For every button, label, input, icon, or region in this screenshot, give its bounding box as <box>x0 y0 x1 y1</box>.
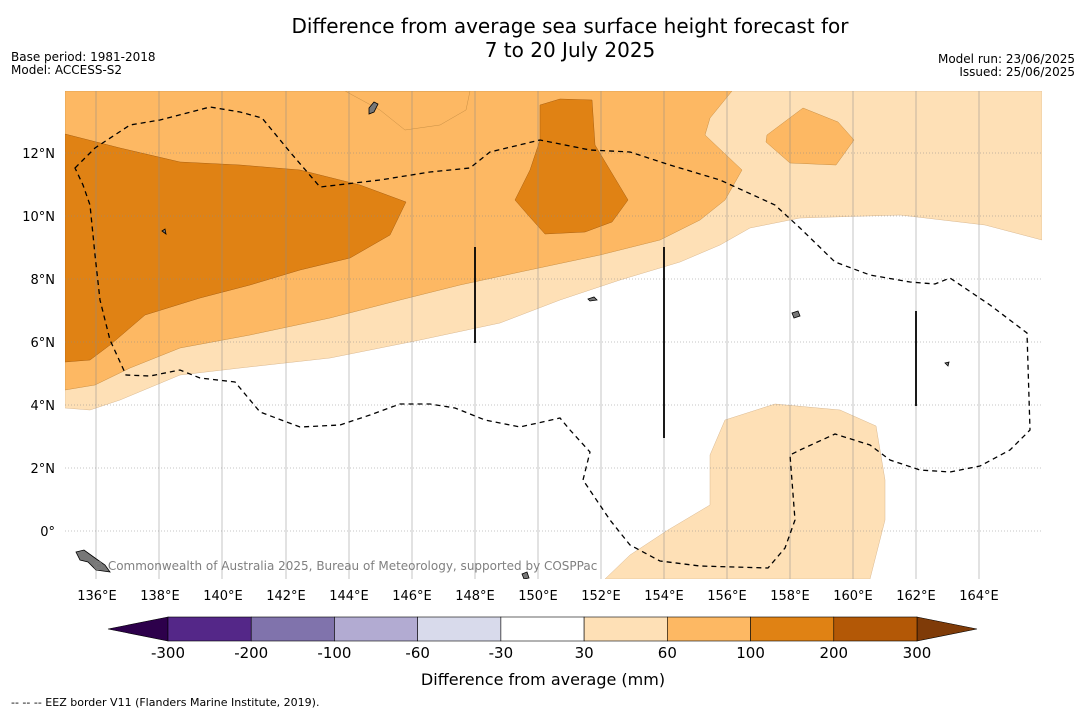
colorbar-tick-label: -100 <box>317 644 351 662</box>
model-run-text: Model run: 23/06/2025 <box>937 52 1075 66</box>
colorbar-tick-label: 100 <box>736 644 765 662</box>
lat-label-0: 0° <box>40 525 55 540</box>
colorbar-segment <box>500 616 585 642</box>
eez-border-palau-fsm <box>74 106 1031 569</box>
anomaly-patch-60-100 <box>765 107 855 166</box>
lat-label-4n: 4°N <box>31 399 56 414</box>
islands <box>75 101 950 579</box>
island-small-south <box>521 571 530 579</box>
colorbar-tick-label: 30 <box>575 644 594 662</box>
colorbar-segment <box>417 616 502 642</box>
lon-label-150e: 150°E <box>518 589 558 604</box>
lon-label-144e: 144°E <box>329 589 369 604</box>
lon-label-146e: 146°E <box>392 589 432 604</box>
latitude-gridlines <box>65 152 1042 532</box>
lat-label-6n: 6°N <box>31 336 56 351</box>
lat-label-8n: 8°N <box>31 273 56 288</box>
lat-label-2n: 2°N <box>31 462 56 477</box>
model-info: Base period: 1981-2018 Model: ACCESS-S2 <box>11 51 156 77</box>
anomaly-region-100-200-central <box>514 98 629 235</box>
map-gridlines <box>95 91 980 579</box>
issued-date-text: Issued: 25/06/2025 <box>959 65 1075 79</box>
boundary-lines <box>474 247 917 438</box>
lon-label-138e: 138°E <box>140 589 180 604</box>
lon-label-136e: 136°E <box>77 589 117 604</box>
colorbar-segment <box>583 616 668 642</box>
colorbar-over-arrow <box>916 616 978 642</box>
eez-footnote: -- -- -- EEZ border V11 (Flanders Marine… <box>11 696 320 709</box>
anomaly-region-100-200-west <box>65 133 407 363</box>
lon-label-154e: 154°E <box>644 589 684 604</box>
lon-label-142e: 142°E <box>266 589 306 604</box>
anomaly-region-30-60-south <box>604 403 886 579</box>
colorbar-segment <box>667 616 751 642</box>
colorbar-tick-label: -200 <box>234 644 268 662</box>
colorbar <box>107 616 978 642</box>
colorbar-tick-label: 300 <box>903 644 932 662</box>
lon-label-164e: 164°E <box>959 589 999 604</box>
latitude-labels: 0° 2°N 4°N 6°N 8°N 10°N 12°N <box>22 147 55 540</box>
map-title: Difference from average sea surface heig… <box>0 14 1085 62</box>
island-atoll-a <box>161 228 167 235</box>
lat-label-12n: 12°N <box>22 147 55 162</box>
island-yap <box>368 101 379 115</box>
colorbar-tick-labels: -300 -200 -100 -60 -30 30 60 100 200 300 <box>151 644 931 662</box>
colorbar-tick-label: -300 <box>151 644 185 662</box>
lon-label-148e: 148°E <box>455 589 495 604</box>
colorbar-segment <box>833 616 918 642</box>
colorbar-segment <box>334 616 418 642</box>
colorbar-tick-label: -60 <box>405 644 430 662</box>
lon-label-162e: 162°E <box>896 589 936 604</box>
colorbar-label: Difference from average (mm) <box>421 670 665 689</box>
lon-label-152e: 152°E <box>581 589 621 604</box>
title-line-2: 7 to 20 July 2025 <box>484 38 656 62</box>
lon-label-140e: 140°E <box>203 589 243 604</box>
lon-label-158e: 158°E <box>770 589 810 604</box>
lon-label-160e: 160°E <box>833 589 873 604</box>
eez-borders <box>74 106 1031 569</box>
island-kosrae <box>944 361 950 367</box>
colorbar-segment <box>750 616 835 642</box>
colorbar-tick-label: 60 <box>658 644 677 662</box>
island-pohnpei <box>791 310 801 319</box>
island-new-guinea-coast <box>75 549 111 573</box>
colorbar-tick-label: -30 <box>489 644 514 662</box>
title-line-1: Difference from average sea surface heig… <box>291 14 849 38</box>
lat-label-10n: 10°N <box>22 210 55 225</box>
colorbar-tick-label: 200 <box>819 644 848 662</box>
copyright-text: © Commonwealth of Australia 2025, Bureau… <box>92 559 597 573</box>
colorbar-under-arrow <box>107 616 169 642</box>
base-period-text: Base period: 1981-2018 <box>11 50 156 64</box>
map-plot-area: © Commonwealth of Australia 2025, Bureau… <box>65 91 1042 579</box>
colorbar-segment <box>250 616 335 642</box>
model-name-text: Model: ACCESS-S2 <box>11 63 123 77</box>
colorbar-segment <box>167 616 252 642</box>
island-atoll-b <box>587 296 598 302</box>
run-info: Model run: 23/06/2025 Issued: 25/06/2025 <box>938 53 1075 79</box>
longitude-labels: 136°E 138°E 140°E 142°E 144°E 146°E 148°… <box>77 589 999 604</box>
lon-label-156e: 156°E <box>707 589 747 604</box>
